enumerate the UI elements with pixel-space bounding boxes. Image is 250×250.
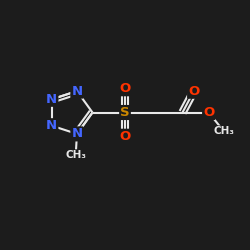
Text: O: O: [120, 130, 130, 143]
Text: O: O: [203, 106, 214, 119]
Text: O: O: [120, 82, 130, 95]
Text: N: N: [72, 84, 83, 98]
Text: N: N: [46, 93, 57, 106]
Text: O: O: [188, 85, 200, 98]
Text: N: N: [46, 119, 57, 132]
Text: S: S: [120, 106, 130, 119]
Text: N: N: [72, 128, 83, 140]
Text: CH₃: CH₃: [213, 126, 234, 136]
Text: CH₃: CH₃: [65, 150, 86, 160]
